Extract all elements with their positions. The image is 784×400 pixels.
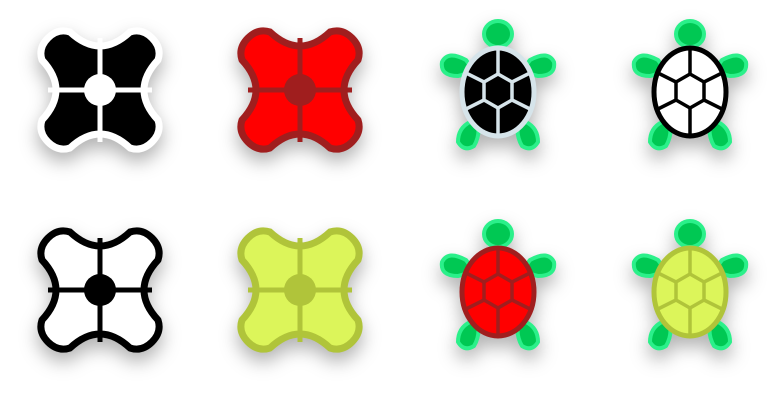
star-white-icon	[20, 210, 180, 370]
star-lime-icon	[220, 210, 380, 370]
star-red-icon	[220, 10, 380, 170]
turtle-black-icon	[418, 10, 578, 170]
turtle-white-icon	[610, 10, 770, 170]
star-black-icon	[20, 10, 180, 170]
turtle-lime-icon	[610, 210, 770, 370]
turtle-red-icon	[418, 210, 578, 370]
